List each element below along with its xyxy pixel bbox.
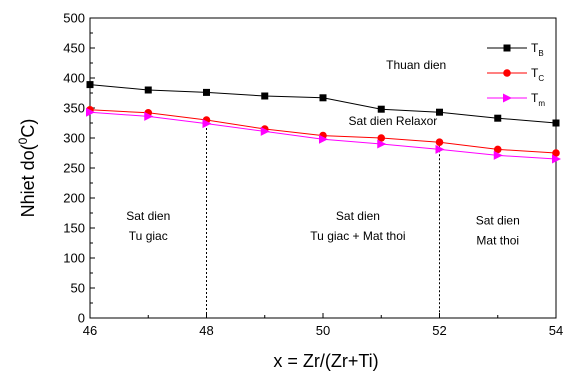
x-tick-label: 46 bbox=[83, 323, 97, 338]
y-axis-title-main: Nhiet do( bbox=[18, 144, 38, 217]
x-tick-label: 54 bbox=[549, 323, 563, 338]
legend-entry: TB bbox=[487, 41, 544, 58]
data-point bbox=[86, 107, 95, 117]
legend: TB TC Tm bbox=[487, 41, 545, 108]
x-axis-title: x = Zr/(Zr+Ti) bbox=[273, 351, 378, 371]
legend-label: TB bbox=[531, 41, 544, 58]
legend-label: Tm bbox=[531, 91, 545, 108]
phase-boundaries bbox=[206, 120, 440, 318]
region-label: Sat dien Tu giac + Mat thoi bbox=[310, 209, 405, 243]
y-tick-label: 50 bbox=[71, 281, 85, 296]
x-tick-label: 50 bbox=[316, 323, 330, 338]
x-tick-label: 52 bbox=[432, 323, 446, 338]
legend-label: TC bbox=[531, 66, 544, 83]
data-point bbox=[261, 92, 269, 100]
data-point bbox=[377, 134, 386, 142]
y-axis-title-end: C) bbox=[18, 119, 38, 138]
data-point bbox=[144, 111, 154, 121]
y-tick-label: 0 bbox=[78, 311, 85, 326]
series-TC bbox=[86, 106, 560, 157]
data-point bbox=[260, 126, 270, 136]
data-point bbox=[144, 86, 152, 94]
series-Tm bbox=[86, 107, 561, 164]
region-label: Thuan dien bbox=[386, 58, 446, 72]
y-axis-title: Nhiet do(0C) bbox=[16, 119, 38, 218]
data-series bbox=[86, 81, 561, 164]
series-TB bbox=[86, 81, 560, 127]
data-point bbox=[377, 139, 387, 149]
data-point bbox=[435, 138, 444, 146]
y-tick-label: 350 bbox=[63, 101, 85, 116]
y-tick-label: 250 bbox=[63, 161, 85, 176]
data-point bbox=[494, 114, 502, 122]
y-tick-label: 450 bbox=[63, 41, 85, 56]
data-point bbox=[493, 145, 502, 154]
region-label: Sat dien Mat thoi bbox=[476, 213, 520, 247]
data-point bbox=[503, 93, 512, 103]
data-point bbox=[203, 88, 210, 96]
data-point bbox=[503, 44, 511, 52]
region-label: Sat dien Relaxor bbox=[349, 114, 438, 128]
region-labels: Thuan dien Sat dien Relaxor Sat dien Tu gia… bbox=[126, 58, 520, 247]
y-tick-label: 300 bbox=[63, 131, 85, 146]
plot-frame bbox=[89, 17, 557, 319]
x-tick-label: 48 bbox=[199, 323, 213, 338]
data-point bbox=[552, 149, 560, 157]
data-point bbox=[319, 134, 328, 144]
data-point bbox=[377, 105, 385, 113]
y-tick-label: 500 bbox=[63, 11, 85, 26]
series-line bbox=[89, 109, 557, 154]
data-point bbox=[86, 81, 94, 89]
data-point bbox=[493, 150, 503, 160]
y-tick-label: 150 bbox=[63, 221, 85, 236]
legend-entry: TC bbox=[487, 66, 544, 83]
y-tick-label: 100 bbox=[63, 251, 85, 266]
data-point bbox=[436, 108, 443, 116]
y-tick-label: 400 bbox=[63, 71, 85, 86]
data-point bbox=[202, 119, 212, 129]
y-axis-title-sup: 0 bbox=[16, 137, 30, 144]
axes: 0 50 100 150 200 250 300 350 400 450 500 46 48 50 52 54 bbox=[63, 11, 563, 339]
data-point bbox=[435, 144, 445, 154]
series-line bbox=[89, 84, 557, 124]
data-point bbox=[503, 69, 511, 77]
data-point bbox=[552, 119, 560, 127]
legend-entry: Tm bbox=[487, 91, 545, 108]
data-point bbox=[319, 94, 327, 102]
region-label: Sat dien Tu giac bbox=[126, 209, 170, 243]
y-tick-label: 200 bbox=[63, 191, 85, 206]
data-point bbox=[552, 154, 561, 164]
